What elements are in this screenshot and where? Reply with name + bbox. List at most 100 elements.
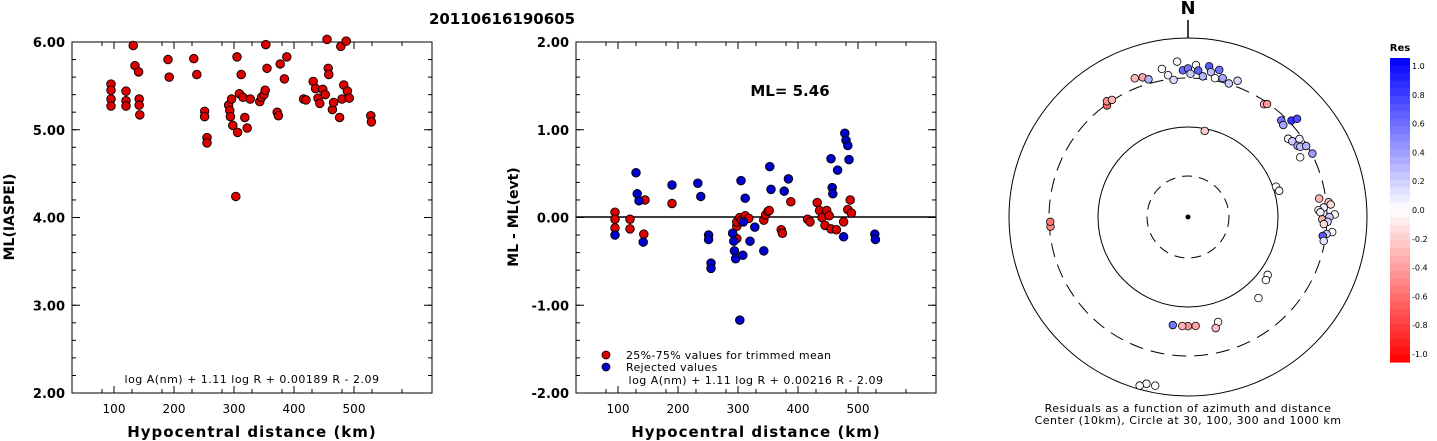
colorbar-segment	[1390, 248, 1410, 257]
plot2-points	[610, 128, 881, 325]
plot1-ylabel: ML(IASPEI)	[2, 174, 18, 261]
rejected-data-point	[844, 154, 854, 165]
data-point	[192, 69, 202, 80]
plot2-ticks: 100 200 300 400 500 -2.00 -1.00 0.00 1.00 2.00	[532, 36, 937, 416]
colorbar-segment	[1390, 301, 1410, 310]
colorbar-segment	[1390, 172, 1410, 181]
colorbar-tick-label: 0.4	[1412, 148, 1425, 157]
y-tick-label: 4.00	[33, 212, 65, 227]
data-point	[322, 34, 332, 45]
colorbar-tick-label: -0.2	[1412, 235, 1428, 244]
x-tick-label: 100	[103, 402, 126, 416]
data-point	[301, 95, 311, 105]
y-tick-label: -1.00	[532, 299, 569, 314]
data-point	[625, 214, 635, 225]
data-point	[260, 85, 270, 96]
data-point	[625, 224, 635, 234]
data-point	[240, 112, 250, 123]
station-point	[1274, 186, 1284, 196]
colorbar-segment	[1390, 263, 1410, 272]
plot1-xlabel: Hypocentral distance (km)	[127, 423, 377, 441]
data-point	[831, 225, 842, 235]
azimuth-residual-plot: N Residuals as a function of azimuth and…	[1008, 0, 1428, 427]
rejected-data-point	[832, 165, 843, 175]
rejected-data-point	[783, 174, 794, 184]
data-point	[228, 120, 238, 131]
ring-100km	[1097, 126, 1279, 308]
colorbar-segment	[1390, 134, 1410, 143]
colorbar-tick-label: 0.2	[1412, 177, 1425, 186]
colorbar-segment	[1390, 354, 1410, 363]
colorbar-segment	[1390, 324, 1410, 333]
x-tick-label: 400	[787, 402, 810, 416]
colorbar-segment	[1390, 270, 1410, 279]
station-point	[1191, 321, 1200, 331]
station-point	[1046, 217, 1055, 227]
ring-30km	[1146, 175, 1230, 259]
rejected-data-point	[766, 184, 776, 195]
colorbar-segment	[1390, 111, 1410, 120]
colorbar-segment	[1390, 149, 1410, 158]
station-point	[1200, 126, 1209, 136]
colorbar-segment	[1390, 278, 1410, 287]
station-point	[1169, 75, 1178, 85]
rejected-data-point	[693, 178, 703, 189]
station-point	[1316, 208, 1325, 217]
polar-caption-2: Center (10km), Circle at 30, 100, 300 an…	[1035, 414, 1342, 427]
colorbar-segment	[1390, 164, 1410, 173]
rejected-data-point	[826, 153, 836, 164]
plot1-points	[106, 34, 377, 202]
rejected-data-point	[843, 140, 853, 151]
colorbar-segment	[1390, 194, 1410, 203]
colorbar-segment	[1390, 58, 1410, 67]
data-point	[106, 85, 116, 96]
plot2-legend: 25%-75% values for trimmed mean Rejected…	[601, 349, 831, 374]
rejected-data-point	[703, 234, 714, 245]
data-point	[764, 205, 774, 216]
colorbar-segment	[1390, 156, 1410, 165]
legend-label-trimmed: 25%-75% values for trimmed mean	[626, 349, 831, 362]
colorbar-segment	[1390, 217, 1410, 226]
data-point	[236, 69, 246, 80]
data-point	[232, 127, 243, 138]
data-point	[812, 197, 822, 208]
station-point	[1210, 73, 1220, 83]
rejected-data-point	[634, 196, 644, 206]
x-tick-label: 200	[667, 402, 690, 416]
rejected-data-point	[735, 315, 745, 325]
station-point	[1279, 120, 1288, 130]
station-point	[1186, 69, 1195, 79]
colorbar: 1.0 0.8 0.6 0.4 0.2 0.0 -0.2 -0.4 -0.6 -0.8 -1.0	[1390, 58, 1428, 363]
ring-1000km	[1008, 37, 1368, 397]
x-tick-label: 200	[163, 402, 186, 416]
data-point	[135, 110, 145, 120]
data-point	[315, 98, 325, 109]
station-point	[1107, 95, 1117, 105]
rejected-data-point	[765, 161, 775, 172]
colorbar-segment	[1390, 141, 1410, 150]
data-point	[786, 196, 796, 207]
rejected-data-point	[870, 234, 881, 245]
station-point	[1224, 79, 1234, 88]
colorbar-segment	[1390, 308, 1410, 317]
data-point	[163, 54, 173, 65]
data-point	[199, 111, 210, 122]
rejected-data-point	[838, 232, 849, 242]
rejected-data-point	[828, 189, 838, 199]
ml-value-label: ML= 5.46	[750, 82, 829, 100]
x-tick-label: 500	[343, 402, 366, 416]
colorbar-segment	[1390, 286, 1410, 295]
station-point	[1319, 236, 1328, 246]
data-point	[639, 229, 649, 239]
station-point	[1319, 219, 1329, 229]
data-point	[846, 208, 857, 218]
data-point	[202, 138, 212, 148]
station-point	[1215, 65, 1224, 75]
data-point	[134, 100, 144, 110]
data-point	[279, 74, 290, 84]
station-point	[1168, 320, 1178, 330]
colorbar-segment	[1390, 255, 1410, 264]
station-point	[1301, 141, 1311, 151]
colorbar-segment	[1390, 118, 1410, 127]
data-point	[262, 63, 272, 74]
